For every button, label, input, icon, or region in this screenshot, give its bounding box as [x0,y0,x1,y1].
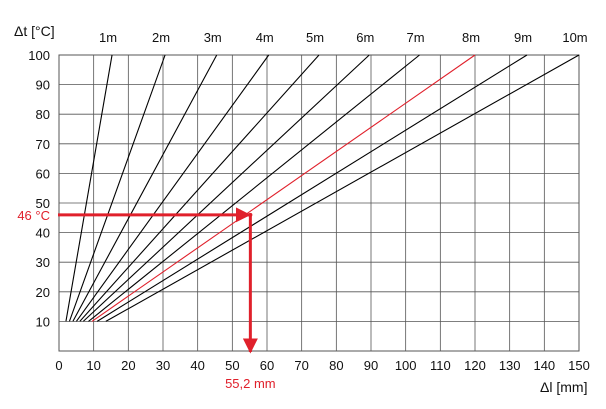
series-label-4m: 4m [256,30,274,45]
x-tick-label: 110 [430,358,451,373]
y-tick-label: 10 [36,314,50,329]
y-tick-label: 20 [36,285,50,300]
y-tick-label: 40 [36,226,50,241]
series-label-3m: 3m [204,30,222,45]
annotation: 46 °C 55,2 mm [17,207,276,391]
y-tick-label: 70 [36,137,50,152]
x-tick-label: 70 [294,358,308,373]
series-line-2m [68,54,166,322]
grid [59,55,579,351]
series-lines [65,54,580,322]
series-label-7m: 7m [407,30,425,45]
series-line-5m [79,54,320,322]
series-line-7m [88,54,420,322]
x-tick-label: 90 [364,358,378,373]
y-tick-label: 30 [36,255,50,270]
x-axis-title: Δl [mm] [540,379,587,395]
x-tick-label: 140 [533,358,555,373]
y-tick-label: 50 [36,196,50,211]
series-line-1m [65,54,113,322]
x-tick-label: 50 [225,358,239,373]
series-line-6m [82,54,370,322]
series-line-4m [75,54,270,322]
series-label-5m: 5m [306,30,324,45]
x-tick-label: 60 [260,358,274,373]
x-tick-label: 130 [499,358,521,373]
series-label-10m: 10m [562,30,587,45]
x-tick-label: 0 [55,358,62,373]
y-axis-title: Δt [°C] [14,23,55,39]
series-label-9m: 9m [514,30,532,45]
annotation-intersection-point [248,212,253,217]
x-tick-label: 40 [190,358,204,373]
x-tick-label: 80 [329,358,343,373]
y-tick-label: 80 [36,107,50,122]
y-tick-label: 100 [28,48,50,63]
series-label-6m: 6m [356,30,374,45]
annotation-x-label: 55,2 mm [225,376,276,391]
series-line-10m [105,54,580,322]
series-label-1m: 1m [99,30,117,45]
series-line-3m [72,54,218,322]
y-tick-label: 90 [36,78,50,93]
series-label-8m: 8m [462,30,480,45]
series-label-2m: 2m [152,30,170,45]
x-tick-label: 120 [464,358,486,373]
series-line-8m [91,54,476,322]
labels: 0 10 20 30 40 50 60 70 80 90 100 110 120 130 140 150 10 2… [28,30,590,373]
y-tick-label: 60 [36,166,50,181]
series-line-9m [96,54,528,322]
x-tick-label: 30 [156,358,170,373]
annotation-y-label: 46 °C [17,208,50,223]
x-tick-label: 150 [568,358,590,373]
x-tick-label: 20 [121,358,135,373]
x-tick-label: 100 [395,358,417,373]
x-tick-label: 10 [86,358,100,373]
